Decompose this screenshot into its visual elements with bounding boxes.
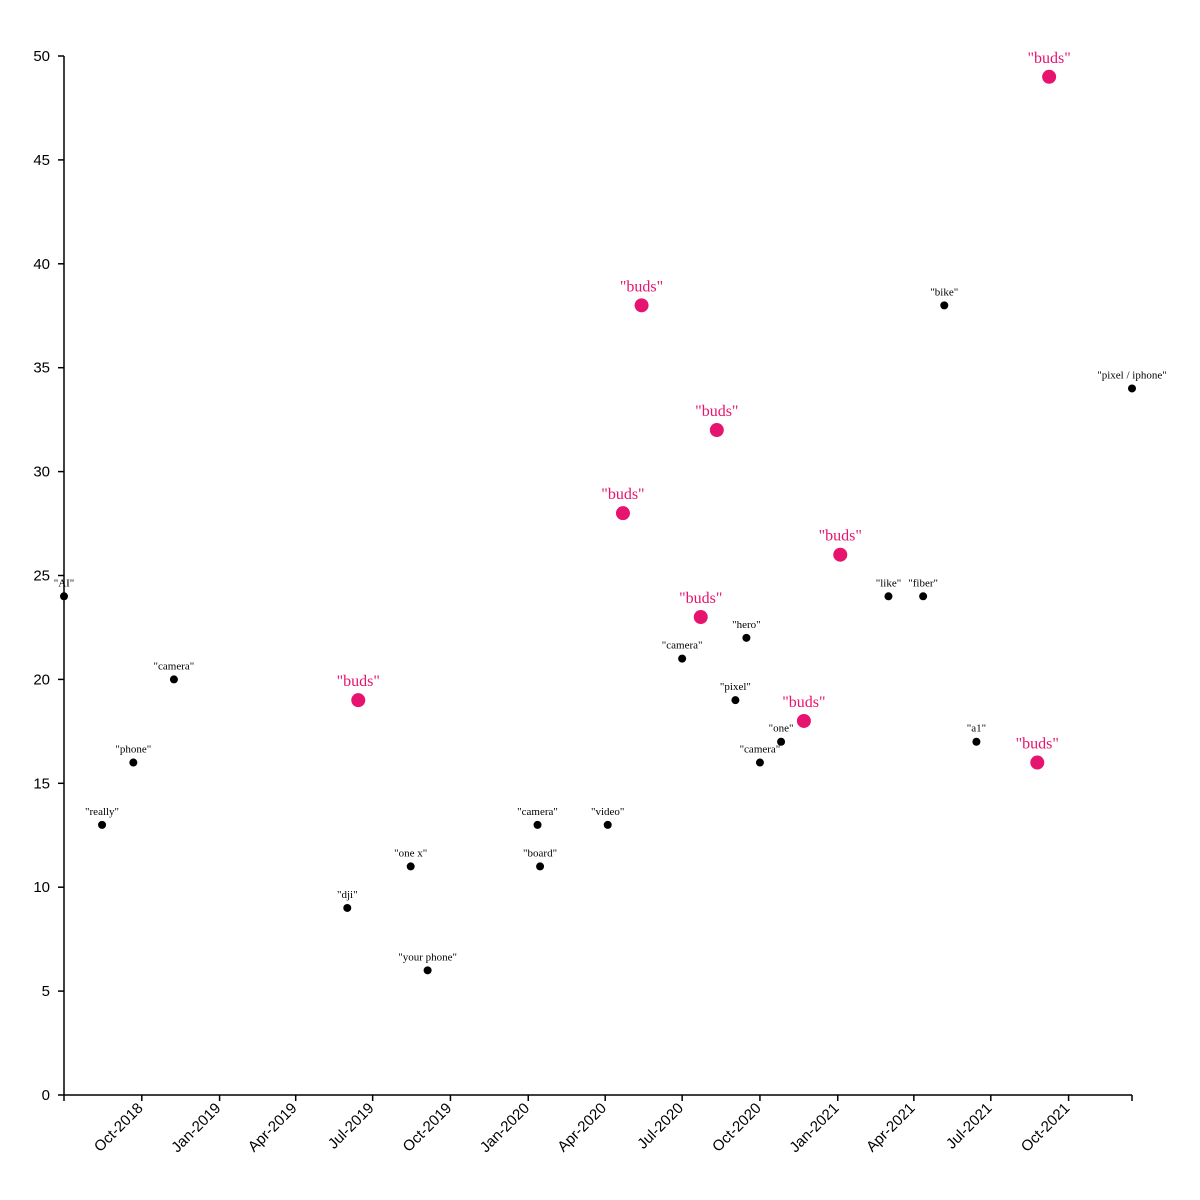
highlight-point-label: "buds" [337, 673, 380, 690]
highlight-point-label: "buds" [679, 590, 722, 607]
highlight-point [615, 506, 630, 521]
x-tick-label: Jul-2019 [325, 1100, 378, 1153]
highlight-point [833, 547, 848, 562]
highlight-point [796, 713, 811, 728]
data-point [533, 820, 542, 829]
highlight-point [709, 423, 724, 438]
x-tick-label: Jan-2020 [477, 1100, 533, 1156]
data-point [129, 758, 138, 767]
x-tick-label: Jan-2019 [168, 1100, 224, 1156]
x-tick-label: Jul-2020 [634, 1100, 687, 1153]
data-point [755, 758, 764, 767]
data-labels: "AI" "really" "phone" "camera" "dji" "buds" "o… [54, 50, 1167, 964]
x-tick-label: Apr-2020 [554, 1100, 610, 1156]
data-point [169, 675, 178, 684]
data-point [603, 820, 612, 829]
data-point-label: "board" [523, 847, 557, 859]
x-tick-label: Apr-2021 [863, 1100, 919, 1156]
highlight-point [1030, 755, 1045, 770]
data-point-label: "bike" [930, 286, 958, 298]
data-point [777, 737, 786, 746]
data-point-label: "camera" [662, 640, 703, 652]
y-tick-label: 20 [33, 671, 50, 688]
x-tick-label: Oct-2019 [400, 1100, 456, 1156]
data-point [972, 737, 981, 746]
data-point [1128, 384, 1136, 393]
data-point-label: "dji" [337, 889, 358, 901]
x-tick-label: Jan-2021 [786, 1100, 842, 1156]
data-point-label: "pixel" [720, 681, 751, 693]
x-tick-label: Jul-2021 [943, 1100, 996, 1153]
y-axis: 0 5 10 15 20 25 30 35 40 45 50 [33, 48, 65, 1104]
y-tick-label: 10 [33, 879, 50, 896]
data-point-label: "a1" [967, 723, 986, 735]
data-point [536, 862, 545, 871]
y-tick-label: 15 [33, 775, 50, 792]
data-point-label: "camera" [154, 660, 195, 672]
x-tick-label: Oct-2021 [1018, 1100, 1074, 1156]
data-point-label: "pixel / iphone" [1097, 369, 1166, 381]
y-tick-label: 5 [42, 983, 50, 1000]
data-point [343, 903, 352, 912]
data-point [731, 696, 740, 705]
y-tick-label: 0 [42, 1087, 50, 1104]
data-point-label: "like" [876, 577, 901, 589]
y-tick-label: 25 [33, 568, 50, 585]
data-point-label: "fiber" [908, 577, 938, 589]
y-tick-label: 35 [33, 360, 50, 377]
highlight-point-label: "buds" [601, 486, 644, 503]
data-point-label: "video" [591, 806, 624, 818]
highlight-point [351, 693, 366, 708]
data-point-label: "one x" [394, 847, 427, 859]
highlight-point-label: "buds" [1027, 50, 1070, 67]
highlight-point [1042, 69, 1057, 84]
data-point [406, 862, 415, 871]
data-point [98, 820, 107, 829]
highlight-point-label: "buds" [620, 278, 663, 295]
data-point-label: "hero" [732, 619, 761, 631]
data-point-label: "camera" [740, 744, 781, 756]
data-point [884, 592, 893, 601]
y-tick-label: 30 [33, 464, 50, 481]
data-point-label: "really" [85, 806, 119, 818]
highlight-point-label: "buds" [1016, 736, 1059, 753]
data-point-label: "your phone" [398, 951, 457, 963]
data-point [60, 592, 68, 601]
data-point [423, 966, 432, 975]
data-points [60, 69, 1136, 975]
highlight-point [634, 298, 649, 313]
x-tick-label: Oct-2018 [91, 1100, 147, 1156]
y-tick-label: 45 [33, 152, 50, 169]
x-tick-label: Oct-2020 [709, 1100, 765, 1156]
data-point-label: "one" [769, 723, 794, 735]
data-point-label: "AI" [54, 577, 75, 589]
data-point [940, 301, 949, 310]
highlight-point [693, 610, 708, 625]
data-point-label: "camera" [517, 806, 558, 818]
x-tick-label: Apr-2019 [245, 1100, 301, 1156]
highlight-point-label: "buds" [819, 528, 862, 545]
data-point [919, 592, 928, 601]
highlight-point-label: "buds" [782, 694, 825, 711]
x-axis: Oct-2018 Jan-2019 Apr-2019 Jul-2019 Oct-2019… [63, 1094, 1133, 1156]
y-tick-label: 50 [33, 48, 50, 65]
data-point [742, 633, 751, 642]
y-tick-label: 40 [33, 256, 50, 273]
data-point [678, 654, 687, 663]
data-point-label: "phone" [115, 744, 151, 756]
highlight-point-label: "buds" [695, 403, 738, 420]
